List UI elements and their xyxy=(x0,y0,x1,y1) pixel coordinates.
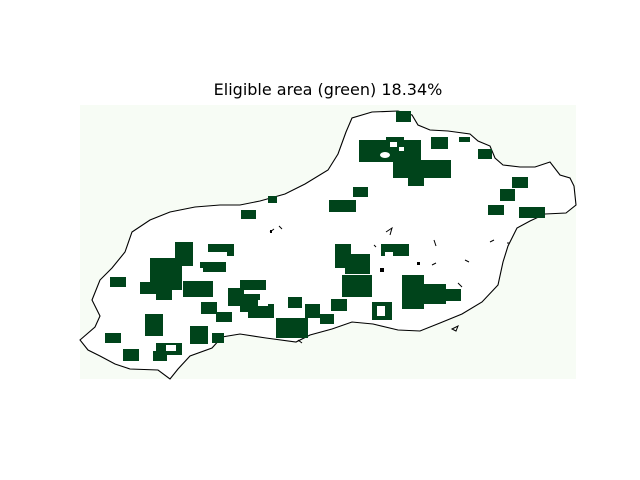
clearing xyxy=(390,142,397,147)
eligible-patch xyxy=(431,137,448,149)
clearing xyxy=(385,252,393,260)
eligible-patch xyxy=(190,326,208,344)
eligible-patch xyxy=(110,277,126,287)
eligible-patch xyxy=(145,314,163,336)
eligible-patch xyxy=(512,177,528,188)
eligible-patch xyxy=(288,297,302,308)
eligible-patch xyxy=(500,189,515,201)
eligible-patch xyxy=(402,275,424,309)
map-title: Eligible area (green) 18.34% xyxy=(213,80,443,99)
eligible-patch xyxy=(519,207,545,218)
eligible-patch xyxy=(216,312,232,322)
eligible-patch xyxy=(396,111,411,122)
eligible-patch xyxy=(408,174,424,186)
clearings xyxy=(166,142,404,351)
eligible-patch xyxy=(276,318,308,338)
eligible-patch xyxy=(353,187,368,197)
outline-marker xyxy=(270,230,272,233)
clearing xyxy=(207,252,227,258)
eligible-patch xyxy=(268,196,277,203)
outline-marker xyxy=(380,268,384,272)
eligible-patch xyxy=(359,140,421,162)
eligible-areas xyxy=(105,111,545,361)
eligible-patch xyxy=(212,333,224,343)
eligible-patch xyxy=(248,304,274,318)
eligible-patch xyxy=(183,281,213,297)
clearing xyxy=(377,306,385,316)
outline-marker xyxy=(417,262,420,265)
eligible-patch xyxy=(420,284,446,304)
eligible-patch xyxy=(123,349,139,361)
clearing xyxy=(380,152,390,158)
eligible-patch xyxy=(305,304,320,318)
outline-marker xyxy=(270,230,420,272)
eligible-patch xyxy=(320,314,334,324)
eligible-patch xyxy=(478,149,492,159)
eligible-patch xyxy=(440,289,461,301)
eligible-patch xyxy=(393,160,451,178)
clearing xyxy=(226,264,232,272)
eligible-patch xyxy=(329,200,356,212)
eligible-patch xyxy=(342,275,372,297)
eligible-patch xyxy=(153,351,167,361)
eligible-patch xyxy=(156,290,172,300)
clearing xyxy=(193,268,203,274)
clearing xyxy=(399,147,404,151)
eligible-patch xyxy=(241,210,256,219)
eligible-patch xyxy=(488,205,504,215)
eligible-patch xyxy=(200,262,226,272)
eligible-patch xyxy=(345,254,370,274)
eligible-patch xyxy=(240,280,266,290)
eligible-patch xyxy=(105,333,121,343)
eligible-patch xyxy=(331,299,347,311)
eligible-patch xyxy=(459,137,470,142)
clearing xyxy=(258,300,268,306)
eligible-patch xyxy=(201,302,217,314)
clearing xyxy=(166,345,176,351)
